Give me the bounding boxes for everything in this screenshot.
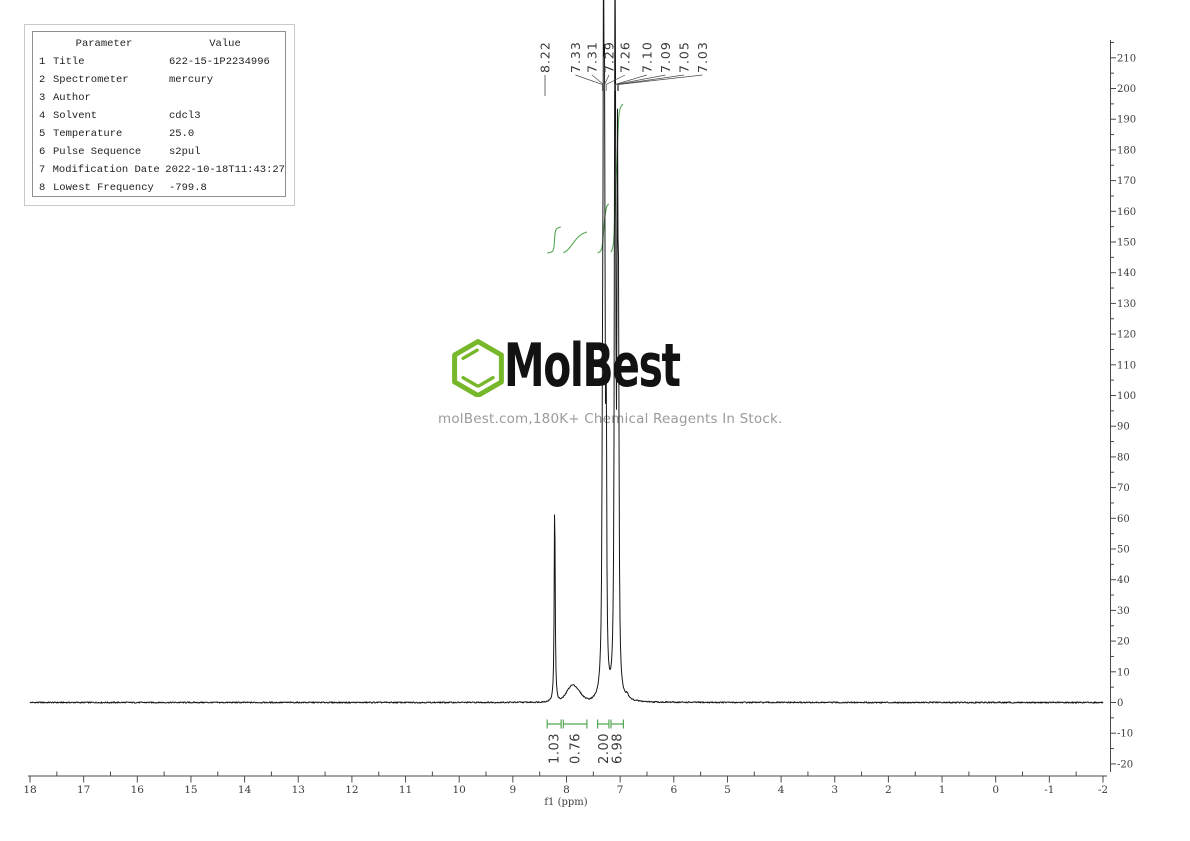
x-axis-title: f1 (ppm) <box>544 797 587 808</box>
param-header-value: Value <box>209 38 241 50</box>
x-tick-label: 8 <box>563 784 570 796</box>
parameter-table: Parameter Value 1 Title 622-15-1P2234996… <box>32 31 286 197</box>
x-tick-label: 0 <box>992 784 999 796</box>
peak-ppm-label: 8.22 <box>538 41 553 73</box>
y-tick-label: 70 <box>1117 483 1130 494</box>
x-tick-label: 16 <box>131 784 145 796</box>
molbest-logo-text: MolBest <box>504 331 681 401</box>
param-row-title: 1 Title 622-15-1P2234996 <box>39 56 270 68</box>
y-tick-label: 160 <box>1117 207 1136 218</box>
integral-curve <box>563 231 588 254</box>
y-tick-label: 180 <box>1117 145 1136 156</box>
x-axis: 18 17 16 15 14 13 12 11 10 9 8 7 6 5 4 3 2 1 0 -1 -2f1 (ppm) <box>23 771 1108 808</box>
molbest-hexagon-icon <box>452 339 504 397</box>
y-tick-label: 40 <box>1117 575 1130 586</box>
y-tick-label: 170 <box>1117 176 1136 187</box>
integral-labels: 1.03 0.76 2.006.98 <box>548 733 626 764</box>
y-tick-label: -20 <box>1117 759 1133 770</box>
peak-ppm-label: 7.29 <box>602 41 617 73</box>
integral-value-label: 2.00 <box>597 733 612 764</box>
integral-value-label: 1.03 <box>548 733 563 764</box>
peak-label-leader-line <box>604 74 610 91</box>
peak-ppm-label: 7.05 <box>677 41 692 73</box>
x-tick-label: 11 <box>399 784 412 796</box>
y-tick-label: 20 <box>1117 637 1130 648</box>
peak-labels: 8.22 7.33 7.31 7.29 7.26 7.10 7.09 7.05 7.03 <box>538 41 710 96</box>
integral-region-marker <box>546 719 562 729</box>
param-header-parameter: Parameter <box>75 38 133 50</box>
peak-label-leader-line <box>614 74 666 91</box>
param-row-solvent: 4 Solvent cdcl3 <box>39 110 201 122</box>
x-tick-label: 12 <box>345 784 358 796</box>
nmr-trace <box>29 0 1104 704</box>
param-row-spectrometer: 2 Spectrometer mercury <box>39 74 214 86</box>
x-tick-label: 13 <box>292 784 305 796</box>
param-row-modification-date: 7 Modification Date 2022-10-18T11:43:27 <box>39 164 285 176</box>
integral-region-marker <box>597 719 610 729</box>
y-tick-label: 110 <box>1117 360 1136 371</box>
x-tick-label: 2 <box>885 784 892 796</box>
y-tick-label: 140 <box>1117 268 1136 279</box>
y-tick-label: 100 <box>1117 391 1136 402</box>
peak-ppm-label: 7.31 <box>585 41 600 73</box>
param-row-lowest-frequency: 8 Lowest Frequency -799.8 <box>39 182 207 194</box>
integral-region-marker <box>562 719 588 729</box>
integral-curve <box>547 226 561 254</box>
x-tick-label: 1 <box>939 784 946 796</box>
peak-label-leader-line <box>618 74 703 91</box>
y-tick-label: 30 <box>1117 606 1130 617</box>
x-tick-label: 7 <box>617 784 624 796</box>
y-axis: 2102001901801701601501401301201101009080… <box>1110 40 1136 772</box>
param-row-temperature: 5 Temperature 25.0 <box>39 128 195 140</box>
x-tick-label: 3 <box>831 784 838 796</box>
integral-value-label: 0.76 <box>569 733 584 764</box>
y-tick-label: 150 <box>1117 238 1136 249</box>
peak-ppm-label: 7.26 <box>618 41 633 73</box>
x-tick-label: 18 <box>23 784 36 796</box>
y-tick-label: 10 <box>1117 667 1130 678</box>
y-tick-label: 50 <box>1117 545 1130 556</box>
peak-label-leader-line <box>591 74 604 91</box>
x-tick-label: -2 <box>1098 784 1108 796</box>
y-tick-label: 90 <box>1117 422 1130 433</box>
x-tick-label: 6 <box>670 784 677 796</box>
y-tick-label: 200 <box>1117 84 1136 95</box>
peak-label-leader-line <box>614 74 648 91</box>
y-tick-label: -10 <box>1117 729 1133 740</box>
integral-value-label: 6.98 <box>611 733 626 764</box>
x-tick-label: 15 <box>184 784 197 796</box>
y-tick-label: 60 <box>1117 514 1130 525</box>
y-tick-label: 210 <box>1117 53 1136 64</box>
x-tick-label: -1 <box>1044 784 1054 796</box>
integral-region-marker <box>610 719 624 729</box>
param-table-header: Parameter Value <box>39 35 285 53</box>
integral-curves <box>546 103 624 729</box>
y-tick-label: 130 <box>1117 299 1136 310</box>
x-tick-label: 17 <box>77 784 90 796</box>
x-tick-label: 5 <box>724 784 731 796</box>
x-tick-label: 14 <box>238 784 252 796</box>
spectrum-trace <box>29 0 1104 704</box>
peak-ppm-label: 7.03 <box>695 41 710 73</box>
peak-label-leader-line <box>575 74 603 91</box>
param-row-pulse-sequence: 6 Pulse Sequence s2pul <box>39 146 201 158</box>
y-tick-label: 190 <box>1117 115 1136 126</box>
peak-label-leader-line <box>605 74 626 91</box>
x-tick-label: 10 <box>453 784 466 796</box>
parameter-table-outer-frame <box>24 24 295 206</box>
watermark-tagline: molBest.com,180K+ Chemical Reagents In S… <box>438 411 783 427</box>
x-tick-label: 4 <box>778 784 785 796</box>
peak-ppm-label: 7.33 <box>568 41 583 73</box>
param-row-author: 3 Author <box>39 92 91 104</box>
y-tick-label: 80 <box>1117 452 1130 463</box>
y-tick-label: 120 <box>1117 330 1136 341</box>
x-tick-label: 9 <box>510 784 517 796</box>
peak-label-leader-line <box>617 74 685 91</box>
y-tick-label: 0 <box>1117 698 1123 709</box>
peak-ppm-label: 7.10 <box>640 41 655 73</box>
peak-ppm-label: 7.09 <box>658 41 673 73</box>
